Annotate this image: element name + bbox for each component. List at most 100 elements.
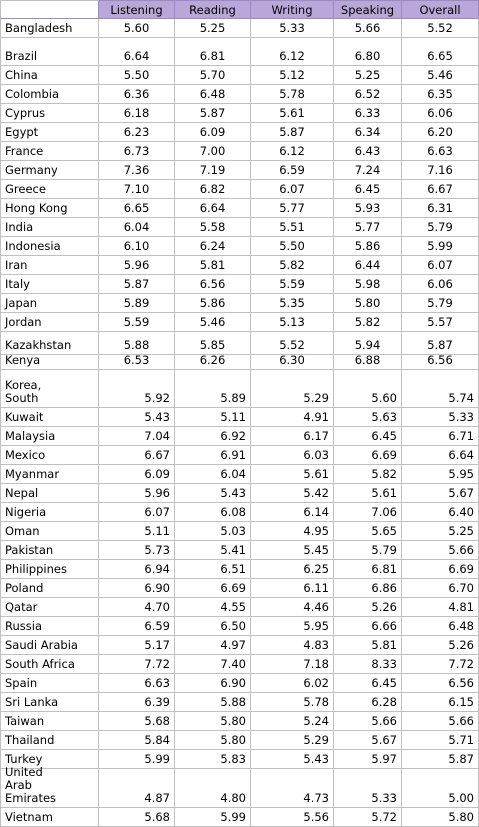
score-overall: 6.40 [402, 503, 479, 522]
score-speaking: 5.93 [334, 199, 402, 218]
table-row: United Arab Emirates 4.87 4.80 4.73 5.33 5.00 [0, 766, 479, 808]
score-overall: 5.87 [402, 750, 479, 769]
score-overall: 6.67 [402, 180, 479, 199]
country-cell: Korea, South [0, 370, 99, 408]
score-writing: 4.95 [251, 522, 334, 541]
country-cell: Jordan [0, 313, 99, 332]
country-cell: Egypt [0, 123, 99, 142]
country-cell: Iran [0, 256, 99, 275]
score-reading: 6.90 [175, 674, 251, 693]
country-cell: Italy [0, 275, 99, 294]
table-row: Malaysia 7.04 6.92 6.17 6.45 6.71 [0, 427, 479, 446]
table-row: Qatar 4.70 4.55 4.46 5.26 4.81 [0, 598, 479, 617]
table-row: Brazil 6.64 6.81 6.12 6.80 6.65 [0, 38, 479, 66]
table-row: Jordan 5.59 5.46 5.13 5.82 5.57 [0, 313, 479, 332]
country-cell: Bangladesh [0, 19, 99, 38]
score-listening: 5.99 [99, 750, 175, 769]
score-writing: 6.02 [251, 674, 334, 693]
country-cell: Myanmar [0, 465, 99, 484]
country-name: Japan [5, 296, 38, 310]
score-speaking: 6.45 [334, 427, 402, 446]
country-name: Thailand [5, 733, 55, 747]
score-reading: 6.24 [175, 237, 251, 256]
score-overall: 6.35 [402, 85, 479, 104]
score-overall: 4.81 [402, 598, 479, 617]
country-cell: Nigeria [0, 503, 99, 522]
country-name: Nepal [5, 486, 39, 500]
score-writing: 5.13 [251, 313, 334, 332]
score-reading: 5.87 [175, 104, 251, 123]
score-speaking: 6.28 [334, 693, 402, 712]
score-reading: 5.11 [175, 408, 251, 427]
score-listening: 5.17 [99, 636, 175, 655]
score-writing: 5.33 [251, 19, 334, 38]
column-header-writing: Writing [251, 0, 334, 19]
score-writing: 5.43 [251, 750, 334, 769]
score-overall: 6.63 [402, 142, 479, 161]
score-listening: 5.73 [99, 541, 175, 560]
header-corner [0, 0, 99, 19]
score-writing: 6.12 [251, 38, 334, 66]
score-overall: 5.00 [402, 769, 479, 808]
table-row: Japan 5.89 5.86 5.35 5.80 5.79 [0, 294, 479, 313]
score-writing: 5.29 [251, 731, 334, 750]
country-name: Taiwan [5, 714, 45, 728]
score-reading: 7.19 [175, 161, 251, 180]
score-overall: 5.57 [402, 313, 479, 332]
score-reading: 5.85 [175, 332, 251, 355]
score-reading: 5.03 [175, 522, 251, 541]
score-writing: 5.82 [251, 256, 334, 275]
score-reading: 5.80 [175, 712, 251, 731]
score-speaking: 7.24 [334, 161, 402, 180]
table-row: Greece 7.10 6.82 6.07 6.45 6.67 [0, 180, 479, 199]
country-name: Germany [5, 163, 58, 177]
score-overall: 5.79 [402, 294, 479, 313]
score-listening: 6.10 [99, 237, 175, 256]
score-overall: 5.80 [402, 808, 479, 827]
score-listening: 6.53 [99, 354, 175, 370]
score-writing: 5.77 [251, 199, 334, 218]
country-name: Oman [5, 524, 40, 538]
score-writing: 4.83 [251, 636, 334, 655]
score-overall: 7.72 [402, 655, 479, 674]
score-speaking: 6.86 [334, 579, 402, 598]
score-writing: 6.59 [251, 161, 334, 180]
table-row: Nigeria 6.07 6.08 6.14 7.06 6.40 [0, 503, 479, 522]
score-reading: 5.81 [175, 256, 251, 275]
score-listening: 6.07 [99, 503, 175, 522]
score-writing: 7.18 [251, 655, 334, 674]
country-cell: Hong Kong [0, 199, 99, 218]
score-writing: 5.78 [251, 85, 334, 104]
score-writing: 5.35 [251, 294, 334, 313]
score-overall: 6.56 [402, 674, 479, 693]
table-row: China 5.50 5.70 5.12 5.25 5.46 [0, 66, 479, 85]
score-speaking: 8.33 [334, 655, 402, 674]
table-row: Spain 6.63 6.90 6.02 6.45 6.56 [0, 674, 479, 693]
score-listening: 6.63 [99, 674, 175, 693]
score-listening: 5.11 [99, 522, 175, 541]
country-name: South Africa [5, 657, 75, 671]
table-row: Italy 5.87 6.56 5.59 5.98 6.06 [0, 275, 479, 294]
table-row: Saudi Arabia 5.17 4.97 4.83 5.81 5.26 [0, 636, 479, 655]
table-row: Pakistan 5.73 5.41 5.45 5.79 5.66 [0, 541, 479, 560]
header-row: Listening Reading Writing Speaking Overall [0, 0, 479, 19]
score-listening: 6.67 [99, 446, 175, 465]
score-reading: 5.99 [175, 808, 251, 827]
score-speaking: 6.66 [334, 617, 402, 636]
country-cell: Japan [0, 294, 99, 313]
country-name: Russia [5, 619, 42, 633]
score-reading: 6.04 [175, 465, 251, 484]
country-name: Iran [5, 258, 28, 272]
score-speaking: 6.45 [334, 180, 402, 199]
score-writing: 5.56 [251, 808, 334, 827]
score-speaking: 6.88 [334, 354, 402, 370]
score-reading: 5.41 [175, 541, 251, 560]
score-listening: 5.59 [99, 313, 175, 332]
score-writing: 5.61 [251, 465, 334, 484]
score-reading: 5.70 [175, 66, 251, 85]
country-name: Turkey [5, 752, 43, 766]
country-name: Nigeria [5, 505, 47, 519]
score-reading: 6.08 [175, 503, 251, 522]
score-overall: 5.87 [402, 332, 479, 355]
score-overall: 6.06 [402, 275, 479, 294]
